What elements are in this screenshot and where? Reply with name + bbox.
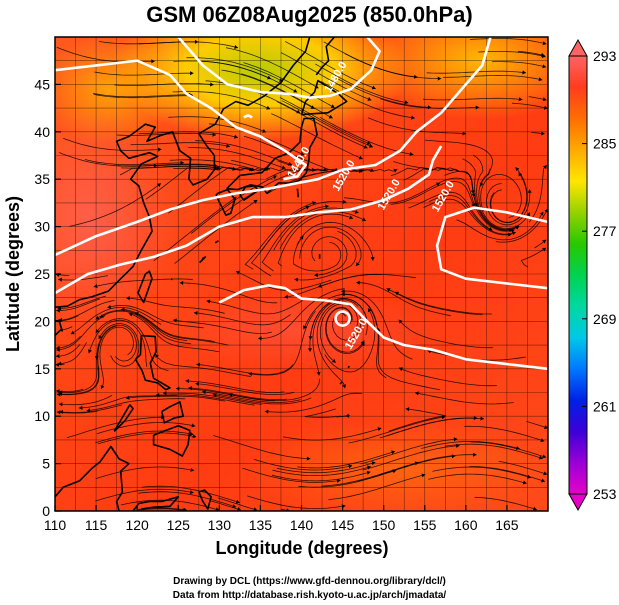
x-tick-label: 155 [413,517,437,533]
x-tick-label: 145 [331,517,355,533]
colorbar-tick-label: 293 [593,48,617,64]
colorbar: 253 261 269 277 285 293 [568,38,617,512]
gridlines [55,37,548,511]
x-tick-label: 115 [85,517,108,533]
colorbar-tick-label: 253 [593,486,617,502]
x-tick-label: 140 [290,517,314,533]
x-tick-label: 150 [372,517,396,533]
x-tick-label: 160 [454,517,478,533]
y-tick-label: 15 [34,361,50,377]
credit-data: Data from http://database.rish.kyoto-u.a… [172,590,447,601]
y-tick-label: 40 [34,124,50,140]
y-axis-label: Latitude (degrees) [3,196,23,352]
x-axis: 110 115 120 125 130 135 140 145 150 155 160 165 [44,505,519,533]
x-tick-label: 135 [249,517,273,533]
y-tick-label: 0 [42,503,50,519]
x-tick-label: 130 [208,517,232,533]
colorbar-min-arrow [568,493,588,512]
contour-line [55,37,492,257]
x-tick-label: 120 [125,517,149,533]
y-tick-label: 5 [42,456,50,472]
colorbar-tick-label: 277 [593,223,617,239]
y-axis: 0 5 10 15 20 25 30 35 40 45 [34,76,61,519]
y-tick-label: 20 [34,313,50,329]
y-tick-label: 25 [34,266,50,282]
contour-line [243,114,253,119]
colorbar-tick-label: 285 [593,136,617,152]
contour-line [177,37,381,99]
y-tick-label: 35 [34,171,50,187]
contour-line [334,310,351,327]
y-tick-label: 45 [34,76,50,92]
contour-line [55,59,307,181]
x-tick-label: 165 [495,517,519,533]
chart-title: GSM 06Z08Aug2025 (850.0hPa) [146,2,473,27]
contour-line [435,206,548,290]
x-axis-label: Longitude (degrees) [215,538,388,558]
y-tick-label: 10 [34,408,50,424]
colorbar-tick-label: 269 [593,311,617,327]
x-tick-label: 110 [44,517,67,533]
y-tick-label: 30 [34,219,50,235]
x-tick-label: 125 [167,517,191,533]
colorbar-max-arrow [568,38,588,57]
contour-line [218,284,548,371]
credit-drawing: Drawing by DCL (https://www.gfd-dennou.o… [173,576,446,587]
contour-line [55,145,443,295]
colorbar-tick-label: 261 [593,398,617,414]
